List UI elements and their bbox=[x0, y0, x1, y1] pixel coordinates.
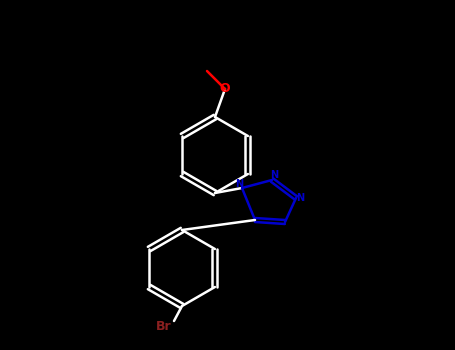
Text: N: N bbox=[296, 193, 304, 203]
Text: N: N bbox=[270, 170, 278, 180]
Text: N: N bbox=[235, 179, 243, 189]
Text: Br: Br bbox=[156, 320, 172, 332]
Text: O: O bbox=[220, 83, 230, 96]
